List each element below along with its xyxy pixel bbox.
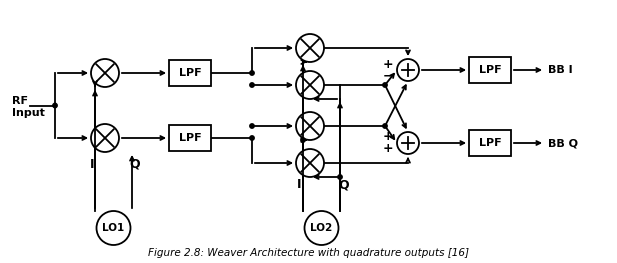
Circle shape: [397, 132, 419, 154]
Text: I: I: [297, 179, 301, 191]
Text: +: +: [383, 130, 393, 144]
Circle shape: [250, 83, 254, 87]
Bar: [469, 130, 511, 156]
Text: LPF: LPF: [479, 65, 501, 75]
Circle shape: [337, 175, 342, 179]
Circle shape: [250, 71, 254, 75]
Circle shape: [296, 71, 324, 99]
Text: I: I: [89, 158, 94, 170]
Circle shape: [53, 103, 57, 108]
Text: LO1: LO1: [102, 223, 125, 233]
Text: LPF: LPF: [179, 133, 201, 143]
Text: BB Q: BB Q: [548, 138, 578, 148]
Text: BB I: BB I: [548, 65, 573, 75]
Text: Figure 2.8: Weaver Architecture with quadrature outputs [16]: Figure 2.8: Weaver Architecture with qua…: [148, 248, 469, 258]
Circle shape: [301, 138, 305, 142]
Circle shape: [383, 83, 387, 87]
Text: LPF: LPF: [479, 138, 501, 148]
Circle shape: [91, 59, 119, 87]
Text: LO2: LO2: [310, 223, 333, 233]
Text: LPF: LPF: [179, 68, 201, 78]
Circle shape: [296, 112, 324, 140]
Text: −: −: [383, 69, 393, 83]
Bar: [169, 125, 211, 151]
Text: Q: Q: [130, 158, 140, 170]
Circle shape: [383, 124, 387, 128]
Circle shape: [296, 34, 324, 62]
Text: Q: Q: [339, 179, 349, 191]
Circle shape: [91, 124, 119, 152]
Text: RF: RF: [12, 95, 28, 105]
Bar: [169, 60, 211, 86]
Circle shape: [250, 124, 254, 128]
Circle shape: [96, 211, 131, 245]
Circle shape: [250, 136, 254, 140]
Circle shape: [305, 211, 339, 245]
Circle shape: [296, 149, 324, 177]
Circle shape: [397, 59, 419, 81]
Text: Input: Input: [12, 108, 45, 118]
Bar: [469, 57, 511, 83]
Text: +: +: [383, 143, 393, 155]
Text: +: +: [383, 58, 393, 70]
